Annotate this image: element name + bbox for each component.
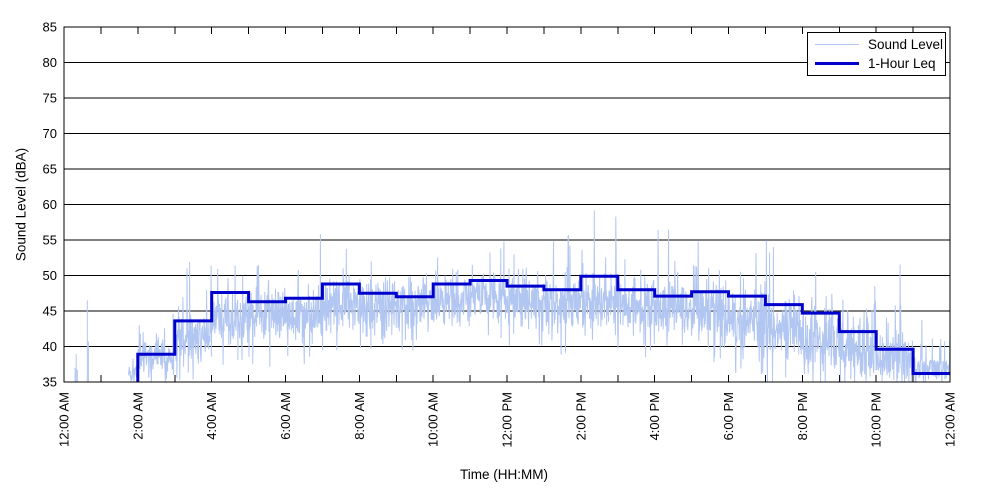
x-tick-label: 8:00 AM (352, 392, 367, 440)
legend-item-leq: 1-Hour Leq (808, 56, 945, 71)
x-tick-label: 10:00 PM (869, 392, 884, 448)
y-tick-label: 55 (43, 233, 57, 248)
legend: Sound Level 1-Hour Leq (807, 32, 946, 76)
legend-line-sample-1-hour-leq (815, 62, 859, 65)
y-tick-label: 70 (43, 126, 57, 141)
legend-label: Sound Level (868, 37, 944, 52)
x-tick-label: 6:00 PM (721, 392, 736, 440)
y-tick-label: 50 (43, 268, 57, 283)
x-tick-label: 4:00 AM (204, 392, 219, 440)
sound-level-trace (74, 210, 951, 383)
y-tick-label: 45 (43, 304, 57, 319)
x-tick-label: 12:00 PM (500, 392, 515, 448)
y-tick-label: 75 (43, 91, 57, 106)
x-tick-label: 12:00 AM (943, 392, 958, 447)
y-tick-label: 40 (43, 339, 57, 354)
one-hour-leq-line (136, 274, 950, 382)
plot-border (63, 26, 951, 383)
x-tick-label: 8:00 PM (795, 392, 810, 440)
y-axis-label: Sound Level (dBA) (13, 147, 29, 262)
x-tick-label: 6:00 AM (278, 392, 293, 440)
legend-item-sound-level: Sound Level (808, 37, 945, 52)
x-axis-label: Time (HH:MM) (460, 467, 548, 482)
y-tick-label: 35 (43, 375, 57, 390)
y-tick-label: 80 (43, 55, 57, 70)
y-tick-label: 60 (43, 197, 57, 212)
x-tick-label: 10:00 AM (426, 392, 441, 447)
x-tick-label: 2:00 PM (573, 392, 588, 440)
legend-label: 1-Hour Leq (868, 56, 936, 71)
y-tick-label: 65 (43, 162, 57, 177)
y-tick-label: 85 (43, 20, 57, 35)
x-tick-label: 4:00 PM (647, 392, 662, 440)
x-tick-label: 2:00 AM (130, 392, 145, 440)
legend-line-sample-sound-level (815, 44, 859, 45)
x-tick-label: 12:00 AM (57, 392, 72, 447)
